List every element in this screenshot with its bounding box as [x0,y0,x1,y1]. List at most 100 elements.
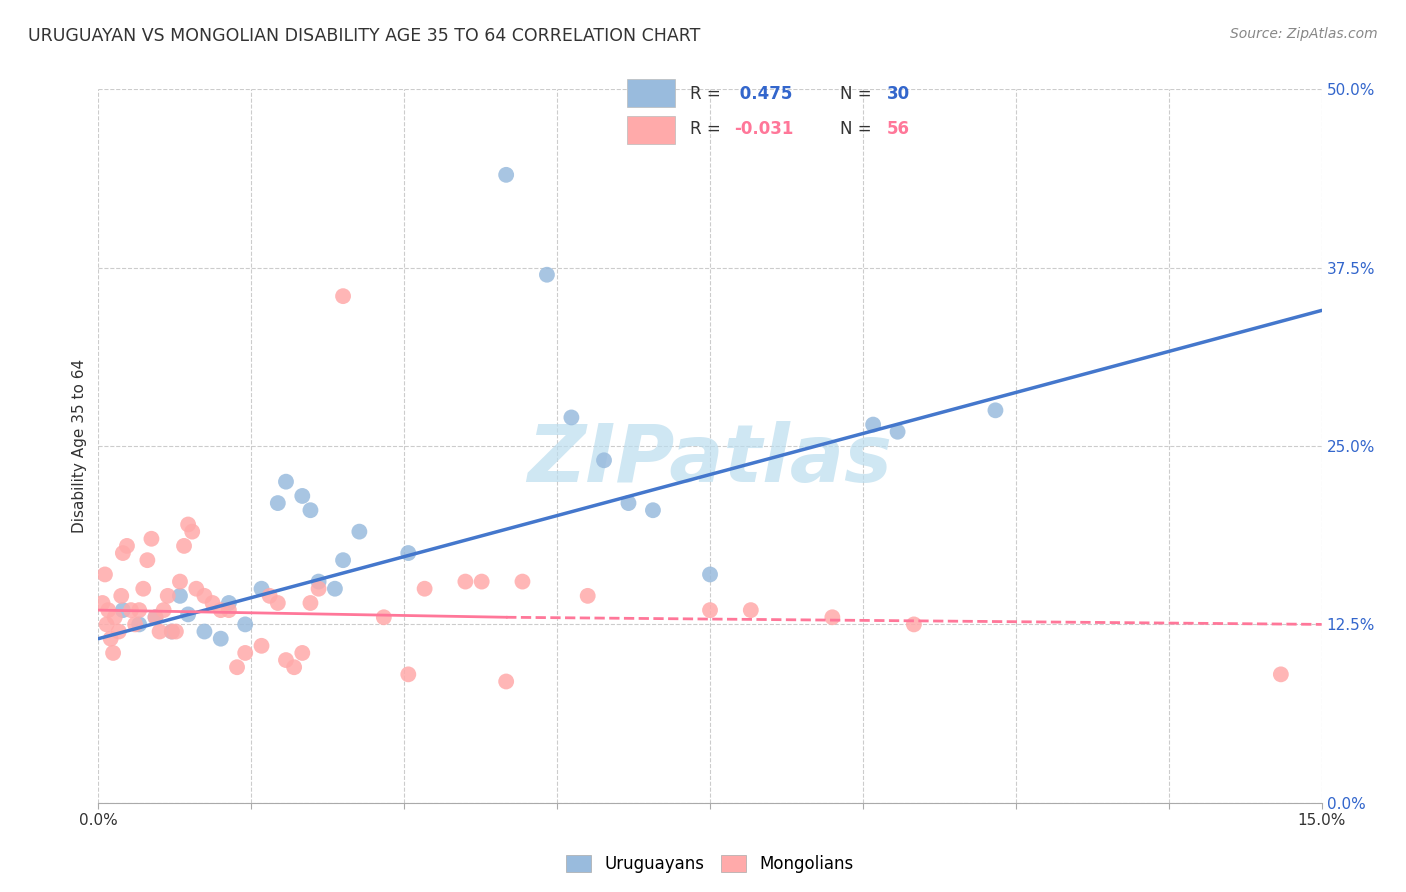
Point [821,610,844,624]
Point [283,660,305,674]
Point [160,624,183,639]
Point [169,574,191,589]
Point [413,582,436,596]
Point [495,674,517,689]
Point [145,610,167,624]
Point [100,632,122,646]
Bar [627,79,675,108]
Point [274,475,297,489]
Point [156,589,179,603]
Point [576,589,599,603]
Point [396,546,419,560]
Point [226,660,249,674]
Point [862,417,884,432]
Point [373,610,395,624]
Point [299,503,322,517]
Text: N =: N = [839,120,877,138]
Point [218,603,240,617]
Point [332,553,354,567]
Point [169,589,191,603]
Point [593,453,616,467]
Point [120,603,142,617]
Point [291,489,314,503]
Point [903,617,925,632]
Bar [627,116,675,144]
Point [108,624,131,639]
Point [209,603,232,617]
Point [332,289,354,303]
Point [149,624,172,639]
Point [193,589,215,603]
Point [274,653,297,667]
Point [136,553,159,567]
Point [128,617,150,632]
Point [323,582,346,596]
Point [110,589,132,603]
Point [267,596,290,610]
Point [111,603,134,617]
Point [111,546,134,560]
Text: N =: N = [839,85,877,103]
Point [94,567,117,582]
Point [984,403,1007,417]
Text: -0.031: -0.031 [734,120,793,138]
Text: 56: 56 [887,120,910,138]
Point [218,596,240,610]
Point [91,596,114,610]
Text: 30: 30 [887,85,910,103]
Point [104,610,127,624]
Point [495,168,517,182]
Point [299,596,322,610]
Point [201,596,224,610]
Point [173,539,195,553]
Point [259,589,281,603]
Point [177,607,200,622]
Point [512,574,534,589]
Point [209,632,232,646]
Point [145,610,167,624]
Point [101,646,124,660]
Text: R =: R = [690,85,727,103]
Point [141,532,163,546]
Point [132,582,155,596]
Point [396,667,419,681]
Point [128,603,150,617]
Point [291,646,314,660]
Text: ZIPatlas: ZIPatlas [527,421,893,500]
Point [160,624,183,639]
Y-axis label: Disability Age 35 to 64: Disability Age 35 to 64 [72,359,87,533]
Point [186,582,208,596]
Point [308,582,330,596]
Point [177,517,200,532]
Point [699,567,721,582]
Point [886,425,908,439]
Point [97,603,120,617]
Point [233,646,256,660]
Text: R =: R = [690,120,727,138]
Point [699,603,721,617]
Point [740,603,762,617]
Legend: Uruguayans, Mongolians: Uruguayans, Mongolians [560,848,860,880]
Point [641,503,664,517]
Text: Source: ZipAtlas.com: Source: ZipAtlas.com [1230,27,1378,41]
Point [96,617,118,632]
Point [250,639,273,653]
Point [267,496,290,510]
Point [152,603,174,617]
Point [124,617,146,632]
Point [250,582,273,596]
Point [560,410,582,425]
Point [454,574,477,589]
Point [1270,667,1292,681]
Point [193,624,215,639]
Point [349,524,371,539]
Text: 0.475: 0.475 [734,85,792,103]
Point [471,574,494,589]
Point [617,496,640,510]
Point [536,268,558,282]
Point [233,617,256,632]
Text: URUGUAYAN VS MONGOLIAN DISABILITY AGE 35 TO 64 CORRELATION CHART: URUGUAYAN VS MONGOLIAN DISABILITY AGE 35… [28,27,700,45]
Point [165,624,187,639]
Point [308,574,330,589]
Point [181,524,204,539]
